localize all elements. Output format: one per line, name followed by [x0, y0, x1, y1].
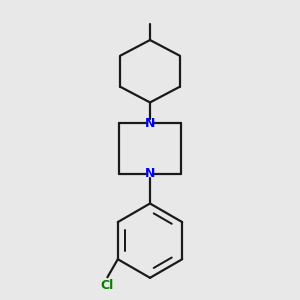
Text: N: N	[145, 167, 155, 180]
Text: N: N	[145, 117, 155, 130]
Text: Cl: Cl	[101, 279, 114, 292]
